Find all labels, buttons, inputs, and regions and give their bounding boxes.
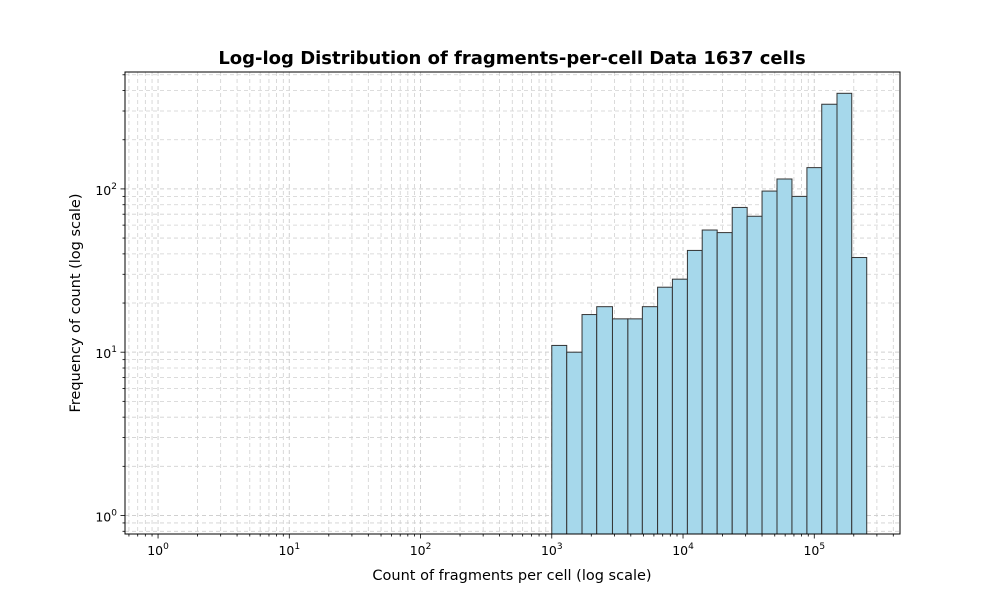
y-axis-label: Frequency of count (log scale) <box>68 193 84 412</box>
x-tick-label: 102 <box>410 542 432 558</box>
histogram-bar <box>731 206 748 535</box>
histogram-bar <box>671 278 688 535</box>
histogram-bar <box>716 232 733 535</box>
histogram-bar <box>566 351 583 535</box>
y-tick-label: 102 <box>95 182 117 198</box>
x-tick-label: 100 <box>147 542 169 558</box>
x-tick-labels: 100 101 102 103 104 105 <box>147 542 825 558</box>
histogram-bar <box>611 318 629 535</box>
histogram-bar <box>746 215 763 535</box>
chart-title: Log-log Distribution of fragments-per-ce… <box>218 48 805 69</box>
histogram-bar <box>701 229 718 535</box>
x-tick-label: 105 <box>803 542 825 558</box>
y-tick-label: 101 <box>95 345 117 361</box>
histogram-bar <box>776 178 793 535</box>
x-tick-label: 101 <box>278 542 300 558</box>
histogram-bar <box>551 344 568 535</box>
histogram-bar <box>836 92 853 535</box>
histogram-bar <box>851 257 868 535</box>
y-tick-label: 100 <box>95 508 117 524</box>
axis-ticks <box>120 74 894 539</box>
histogram-bar <box>641 306 659 535</box>
histogram-bar <box>596 306 613 535</box>
histogram-bar <box>657 286 673 535</box>
histogram-bar <box>761 190 778 535</box>
histogram-bar <box>821 103 838 535</box>
histogram-bar <box>806 167 823 535</box>
x-tick-label: 103 <box>541 542 563 558</box>
histogram-bar <box>686 249 703 535</box>
x-axis-label: Count of fragments per cell (log scale) <box>372 568 651 584</box>
histogram-bar <box>791 195 808 535</box>
x-tick-label: 104 <box>672 542 694 558</box>
y-tick-labels: 100 101 102 <box>95 182 117 525</box>
histogram-bar <box>581 314 598 535</box>
histogram-bar <box>627 318 643 535</box>
